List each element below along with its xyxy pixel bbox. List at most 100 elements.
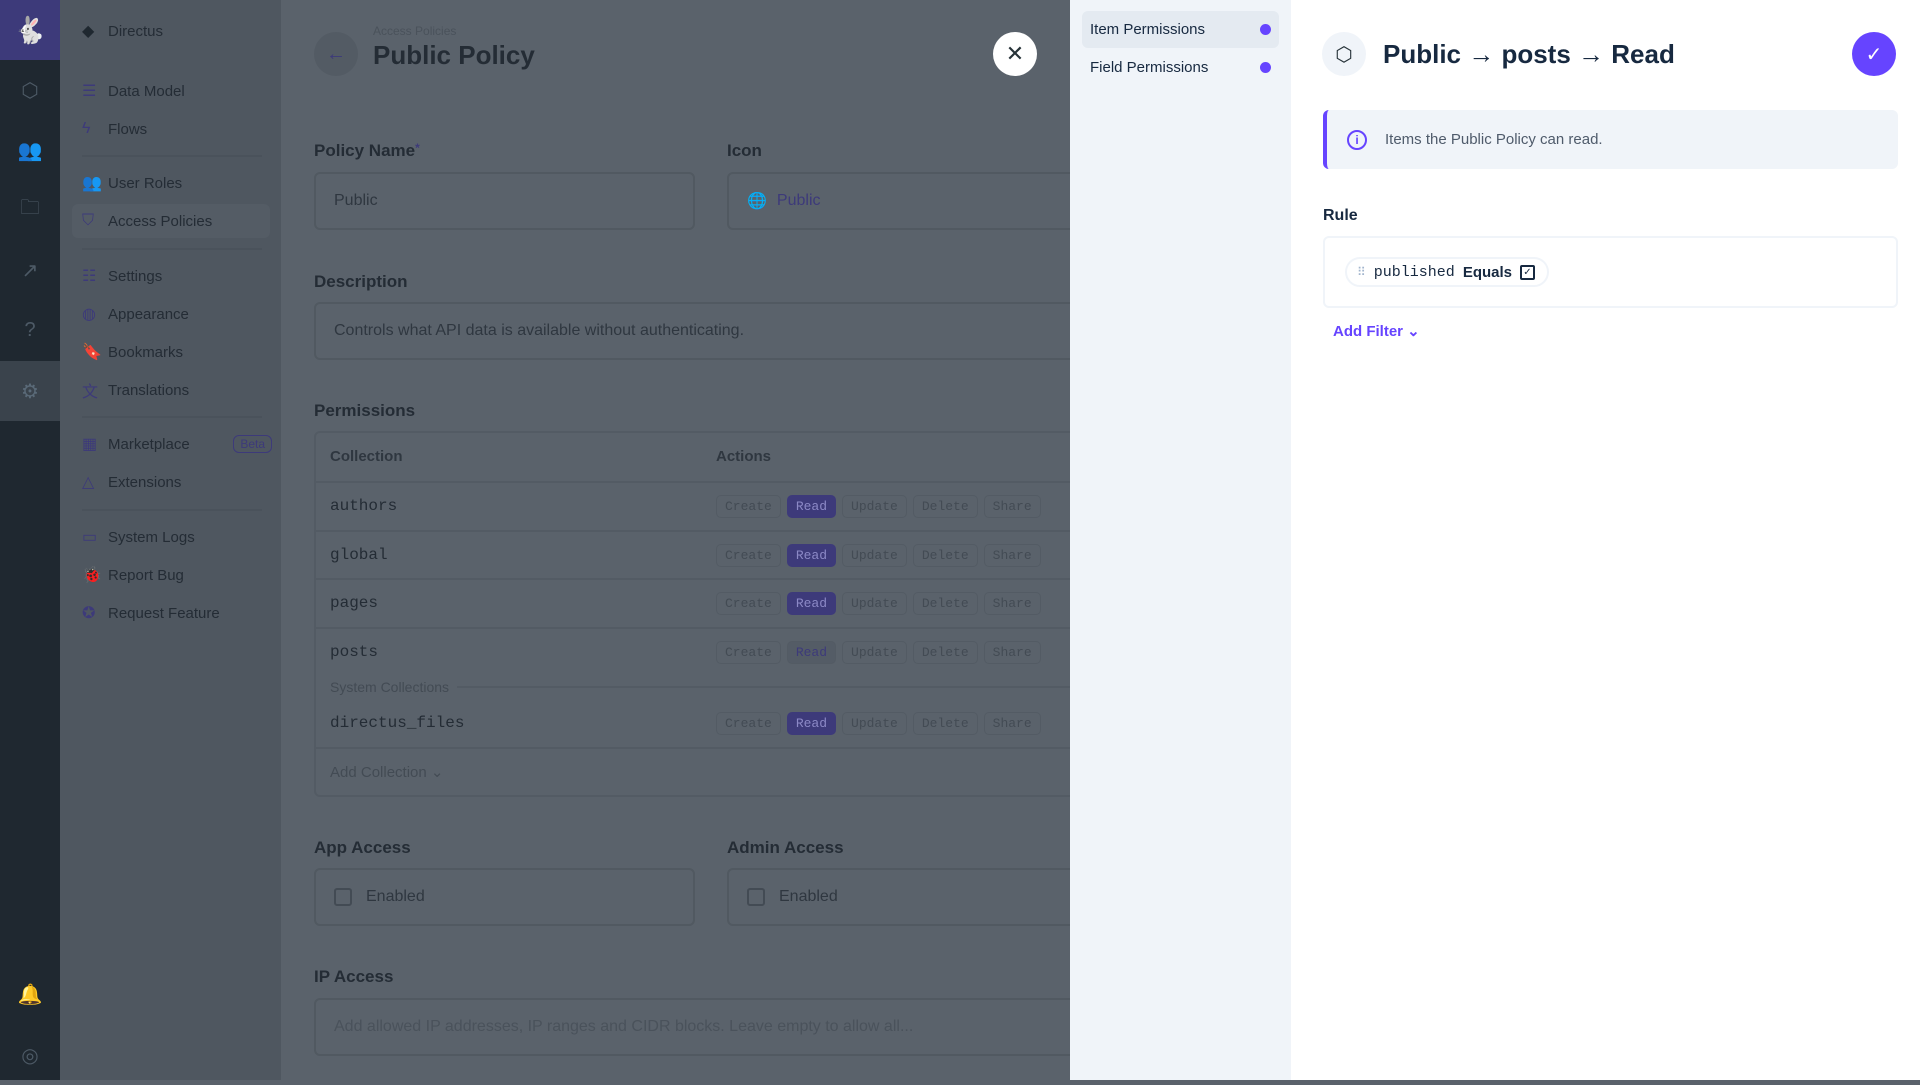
sidebar-item-extensions[interactable]: △ Extensions (82, 465, 272, 499)
sidebar-item-flows[interactable]: ϟ Flows (82, 112, 272, 146)
permission-update-button[interactable]: Update (842, 711, 907, 735)
save-button[interactable]: ✓ (1852, 32, 1896, 76)
status-dot (1260, 24, 1271, 35)
content-icon[interactable]: ⬡ (21, 79, 39, 102)
settings-icon[interactable]: ⚙ (0, 361, 60, 421)
globe-icon: 🌐 (747, 193, 767, 210)
sidebar-item-appearance[interactable]: ◍ Appearance (82, 297, 272, 331)
filter-value-checkbox[interactable]: ✓ (1520, 264, 1535, 280)
insights-icon[interactable]: ↗ (21, 259, 39, 282)
sidebar-item-label: Appearance (108, 305, 189, 323)
permission-delete-button[interactable]: Delete (912, 640, 978, 664)
users-icon[interactable]: 👥 (17, 139, 43, 162)
sidebar-item-settings[interactable]: ☷ Settings (82, 259, 272, 293)
permission-share-button[interactable]: Share (983, 591, 1041, 615)
icon-select[interactable]: 🌐 Public (727, 172, 1107, 230)
filter-field[interactable]: published (1373, 263, 1455, 281)
add-collection-button[interactable]: Add Collection ⌄ (330, 764, 444, 781)
action-buttons: Create Read Update Delete Share (716, 591, 1041, 615)
database-icon: ☰ (82, 83, 97, 100)
close-drawer-button[interactable]: ✕ (993, 32, 1037, 76)
permission-update-button[interactable]: Update (842, 591, 907, 615)
table-row: directus_files Create Read Update Delete Shar… (316, 699, 1076, 747)
drawer-title: Public → posts → Read (1383, 39, 1675, 69)
drag-handle-icon[interactable]: ⠿ (1357, 265, 1366, 279)
permission-share-button[interactable]: Share (983, 494, 1041, 518)
permission-create-button[interactable]: Create (716, 494, 781, 518)
permission-share-button[interactable]: Share (983, 543, 1041, 567)
sidebar-item-report-bug[interactable]: 🐞 Report Bug (82, 558, 272, 592)
sidebar-item-user-roles[interactable]: 👥 User Roles (82, 166, 272, 200)
sidebar-item-access-policies[interactable]: ⛉ Access Policies (72, 204, 270, 238)
drawer-content: ⬡ Public → posts → Read ✓ i Items the Pub… (1291, 0, 1920, 1080)
user-avatar-icon[interactable]: ◎ (21, 1044, 39, 1067)
collection-name[interactable]: directus_files (330, 714, 465, 732)
sidebar-item-label: Data Model (108, 82, 185, 100)
permission-delete-button[interactable]: Delete (912, 543, 978, 567)
project-icon: ◆ (82, 23, 95, 40)
permission-share-button[interactable]: Share (983, 640, 1041, 664)
sidebar-item-request-feature[interactable]: ✪ Request Feature (82, 596, 272, 630)
permission-share-button[interactable]: Share (983, 711, 1041, 735)
filter-operator[interactable]: Equals (1462, 263, 1512, 281)
table-row: global Create Read Update Delete Share (316, 530, 1076, 578)
files-icon[interactable]: 🗀 (20, 197, 40, 219)
add-filter-button[interactable]: Add Filter ⌄ (1333, 323, 1420, 340)
divider (82, 155, 262, 157)
policy-name-label: Policy Name* (314, 141, 420, 160)
description-input[interactable]: Controls what API data is available with… (314, 302, 1114, 360)
permission-update-button[interactable]: Update (842, 494, 907, 518)
permission-create-button[interactable]: Create (716, 591, 781, 615)
main-content: ← Access Policies Public Policy Policy N… (281, 0, 1114, 1080)
permission-read-button[interactable]: Read (786, 494, 837, 518)
sidebar-item-label: Request Feature (108, 604, 220, 622)
help-icon[interactable]: ? (24, 318, 36, 341)
divider (82, 248, 262, 250)
permission-create-button[interactable]: Create (716, 640, 781, 664)
rule-filter-box: ⠿ published Equals ✓ (1323, 236, 1898, 308)
table-row: pages Create Read Update Delete Share (316, 578, 1076, 626)
collection-name[interactable]: pages (330, 594, 379, 612)
permission-create-button[interactable]: Create (716, 543, 781, 567)
tab-item-permissions[interactable]: Item Permissions (1082, 11, 1279, 48)
cube-icon: ⬡ (1322, 32, 1366, 76)
back-button[interactable]: ← (314, 32, 358, 76)
directus-logo-icon[interactable]: 🐇 (0, 0, 60, 60)
info-icon: i (1347, 129, 1367, 150)
admin-access-checkbox[interactable]: Enabled (727, 868, 1107, 926)
sidebar-item-bookmarks[interactable]: 🔖 Bookmarks (82, 335, 272, 369)
app-access-checkbox[interactable]: Enabled (314, 868, 695, 926)
notifications-icon[interactable]: 🔔 (17, 983, 43, 1006)
permission-update-button[interactable]: Update (842, 640, 907, 664)
arrow-left-icon: ← (326, 42, 346, 65)
sidebar-item-data-model[interactable]: ☰ Data Model (82, 74, 272, 108)
policy-name-input[interactable]: Public (314, 172, 695, 230)
project-label: Directus (108, 22, 164, 40)
permission-delete-button[interactable]: Delete (912, 591, 978, 615)
ip-access-input[interactable]: Add allowed IP addresses, IP ranges and … (314, 998, 1114, 1056)
permission-read-button[interactable]: Read (786, 591, 837, 615)
permission-delete-button[interactable]: Delete (912, 711, 978, 735)
users-icon: 👥 (82, 175, 102, 192)
filter-chip[interactable]: ⠿ published Equals ✓ (1345, 257, 1549, 287)
collection-name[interactable]: authors (330, 497, 398, 515)
permission-read-button[interactable]: Read (786, 640, 837, 664)
sidebar-item-translations[interactable]: 文 Translations (82, 373, 272, 407)
project-name[interactable]: ◆ Directus (82, 14, 272, 48)
sliders-icon: ☷ (82, 268, 97, 285)
chevron-down-icon: ⌄ (1407, 323, 1420, 340)
permission-read-button[interactable]: Read (786, 543, 837, 567)
shield-icon: ⛉ (82, 212, 95, 229)
tab-field-permissions[interactable]: Field Permissions (1082, 49, 1279, 86)
verified-icon: ✪ (82, 605, 96, 622)
sidebar-item-system-logs[interactable]: ▭ System Logs (82, 520, 272, 554)
sidebar-item-marketplace[interactable]: ▦ Marketplace Beta (82, 427, 272, 461)
permission-create-button[interactable]: Create (716, 711, 781, 735)
permission-update-button[interactable]: Update (842, 543, 907, 567)
collection-name[interactable]: global (330, 546, 388, 564)
permission-read-button[interactable]: Read (786, 711, 837, 735)
permission-delete-button[interactable]: Delete (912, 494, 978, 518)
collection-name[interactable]: posts (330, 643, 379, 661)
breadcrumb[interactable]: Access Policies (373, 24, 457, 38)
sidebar-item-label: Settings (108, 267, 163, 285)
